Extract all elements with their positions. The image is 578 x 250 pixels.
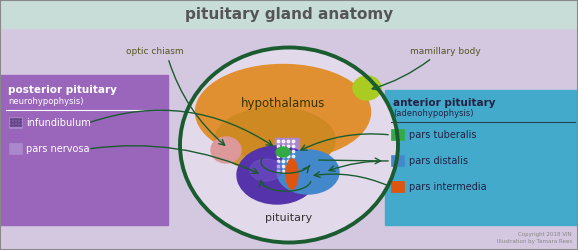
Bar [9,117,22,128]
Ellipse shape [277,150,339,194]
Text: neurohypophysis): neurohypophysis) [8,96,83,106]
Bar [0,0,578,28]
Text: pituitary: pituitary [265,213,313,223]
Text: anterior pituitary: anterior pituitary [393,98,495,108]
Bar [0,75,168,225]
Text: infundibulum: infundibulum [26,118,91,128]
Ellipse shape [237,146,317,204]
Ellipse shape [276,147,290,157]
Bar [391,129,404,140]
Text: pars nervosa: pars nervosa [26,144,90,154]
Text: pars tuberalis: pars tuberalis [409,130,476,140]
Bar [385,90,578,225]
Text: mamillary body: mamillary body [410,48,480,56]
Text: pars distalis: pars distalis [409,156,468,166]
Bar [9,143,22,154]
Text: posterior pituitary: posterior pituitary [8,85,117,95]
Ellipse shape [215,108,335,172]
Text: pituitary gland anatomy: pituitary gland anatomy [185,6,393,22]
Ellipse shape [286,159,298,189]
Bar [391,155,404,166]
Text: hypothalamus: hypothalamus [241,96,325,110]
Text: optic chiasm: optic chiasm [126,48,184,56]
Ellipse shape [180,48,398,242]
Bar [275,138,299,176]
Ellipse shape [195,64,370,160]
Text: (adenohypophysis): (adenohypophysis) [393,110,473,118]
Ellipse shape [211,137,241,163]
Text: pars intermedia: pars intermedia [409,182,487,192]
Ellipse shape [250,159,282,181]
Ellipse shape [353,76,381,100]
Bar [391,181,404,192]
Text: Copyright 2018 VIN
Illustration by Tamara Rees: Copyright 2018 VIN Illustration by Tamar… [497,232,572,244]
